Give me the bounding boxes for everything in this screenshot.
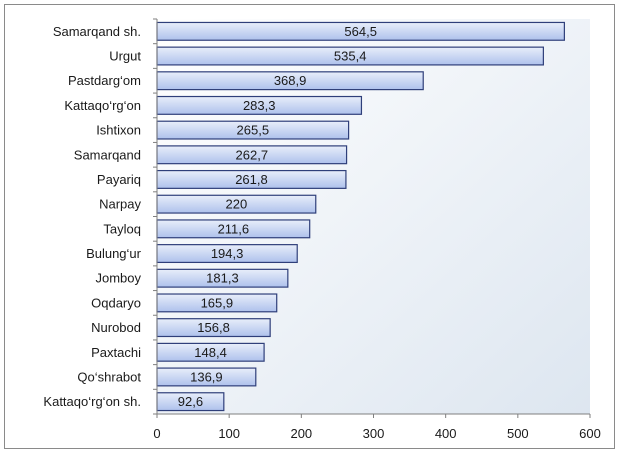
- data-label: 220: [226, 197, 248, 212]
- bars-layer: 564,5 535,4 368,9 283,3 265,5 262,7 261,8 220 21…: [156, 21, 565, 412]
- x-tick-label: 0: [153, 426, 160, 441]
- data-label: 136,9: [190, 369, 223, 384]
- category-label: Narpay: [99, 197, 141, 212]
- data-label: 92,6: [178, 394, 203, 409]
- category-label: Pastdarg‘om: [68, 73, 141, 88]
- data-label: 148,4: [194, 345, 227, 360]
- x-tick-label: 200: [290, 426, 312, 441]
- category-label: Bulung‘ur: [86, 246, 142, 261]
- category-label: Ishtixon: [96, 123, 141, 138]
- data-label: 211,6: [218, 221, 250, 236]
- category-label: Kattaqo‘rg‘on: [64, 98, 141, 113]
- category-label: Kattaqo‘rg‘on sh.: [43, 394, 141, 409]
- data-label: 535,4: [334, 49, 367, 64]
- data-label: 368,9: [274, 73, 307, 88]
- category-label: Payariq: [97, 172, 141, 187]
- x-tick-label: 600: [579, 426, 601, 441]
- x-tick-label: 100: [218, 426, 240, 441]
- category-label: Urgut: [109, 49, 141, 64]
- data-label: 181,3: [206, 271, 239, 286]
- x-tick-label: 300: [363, 426, 385, 441]
- data-label: 194,3: [211, 246, 244, 261]
- data-label: 261,8: [235, 172, 268, 187]
- category-label: Qo‘shrabot: [77, 369, 141, 384]
- data-label: 265,5: [237, 123, 270, 138]
- data-label: 283,3: [243, 98, 276, 113]
- data-label: 165,9: [201, 295, 234, 310]
- category-label: Oqdaryo: [91, 295, 141, 310]
- axis-layer: Samarqand sh. Urgut Pastdarg‘om Kattaqo‘rg‘…: [43, 18, 601, 441]
- x-tick-label: 500: [507, 426, 529, 441]
- data-label: 564,5: [344, 24, 377, 39]
- category-label: Paxtachi: [91, 345, 141, 360]
- data-label: 156,8: [197, 320, 230, 335]
- category-label: Jomboy: [95, 271, 141, 286]
- category-label: Nurobod: [91, 320, 141, 335]
- x-tick-label: 400: [435, 426, 457, 441]
- category-label: Samarqand sh.: [53, 24, 141, 39]
- category-label: Samarqand: [74, 147, 141, 162]
- data-label: 262,7: [236, 147, 269, 162]
- category-label: Tayloq: [103, 221, 141, 236]
